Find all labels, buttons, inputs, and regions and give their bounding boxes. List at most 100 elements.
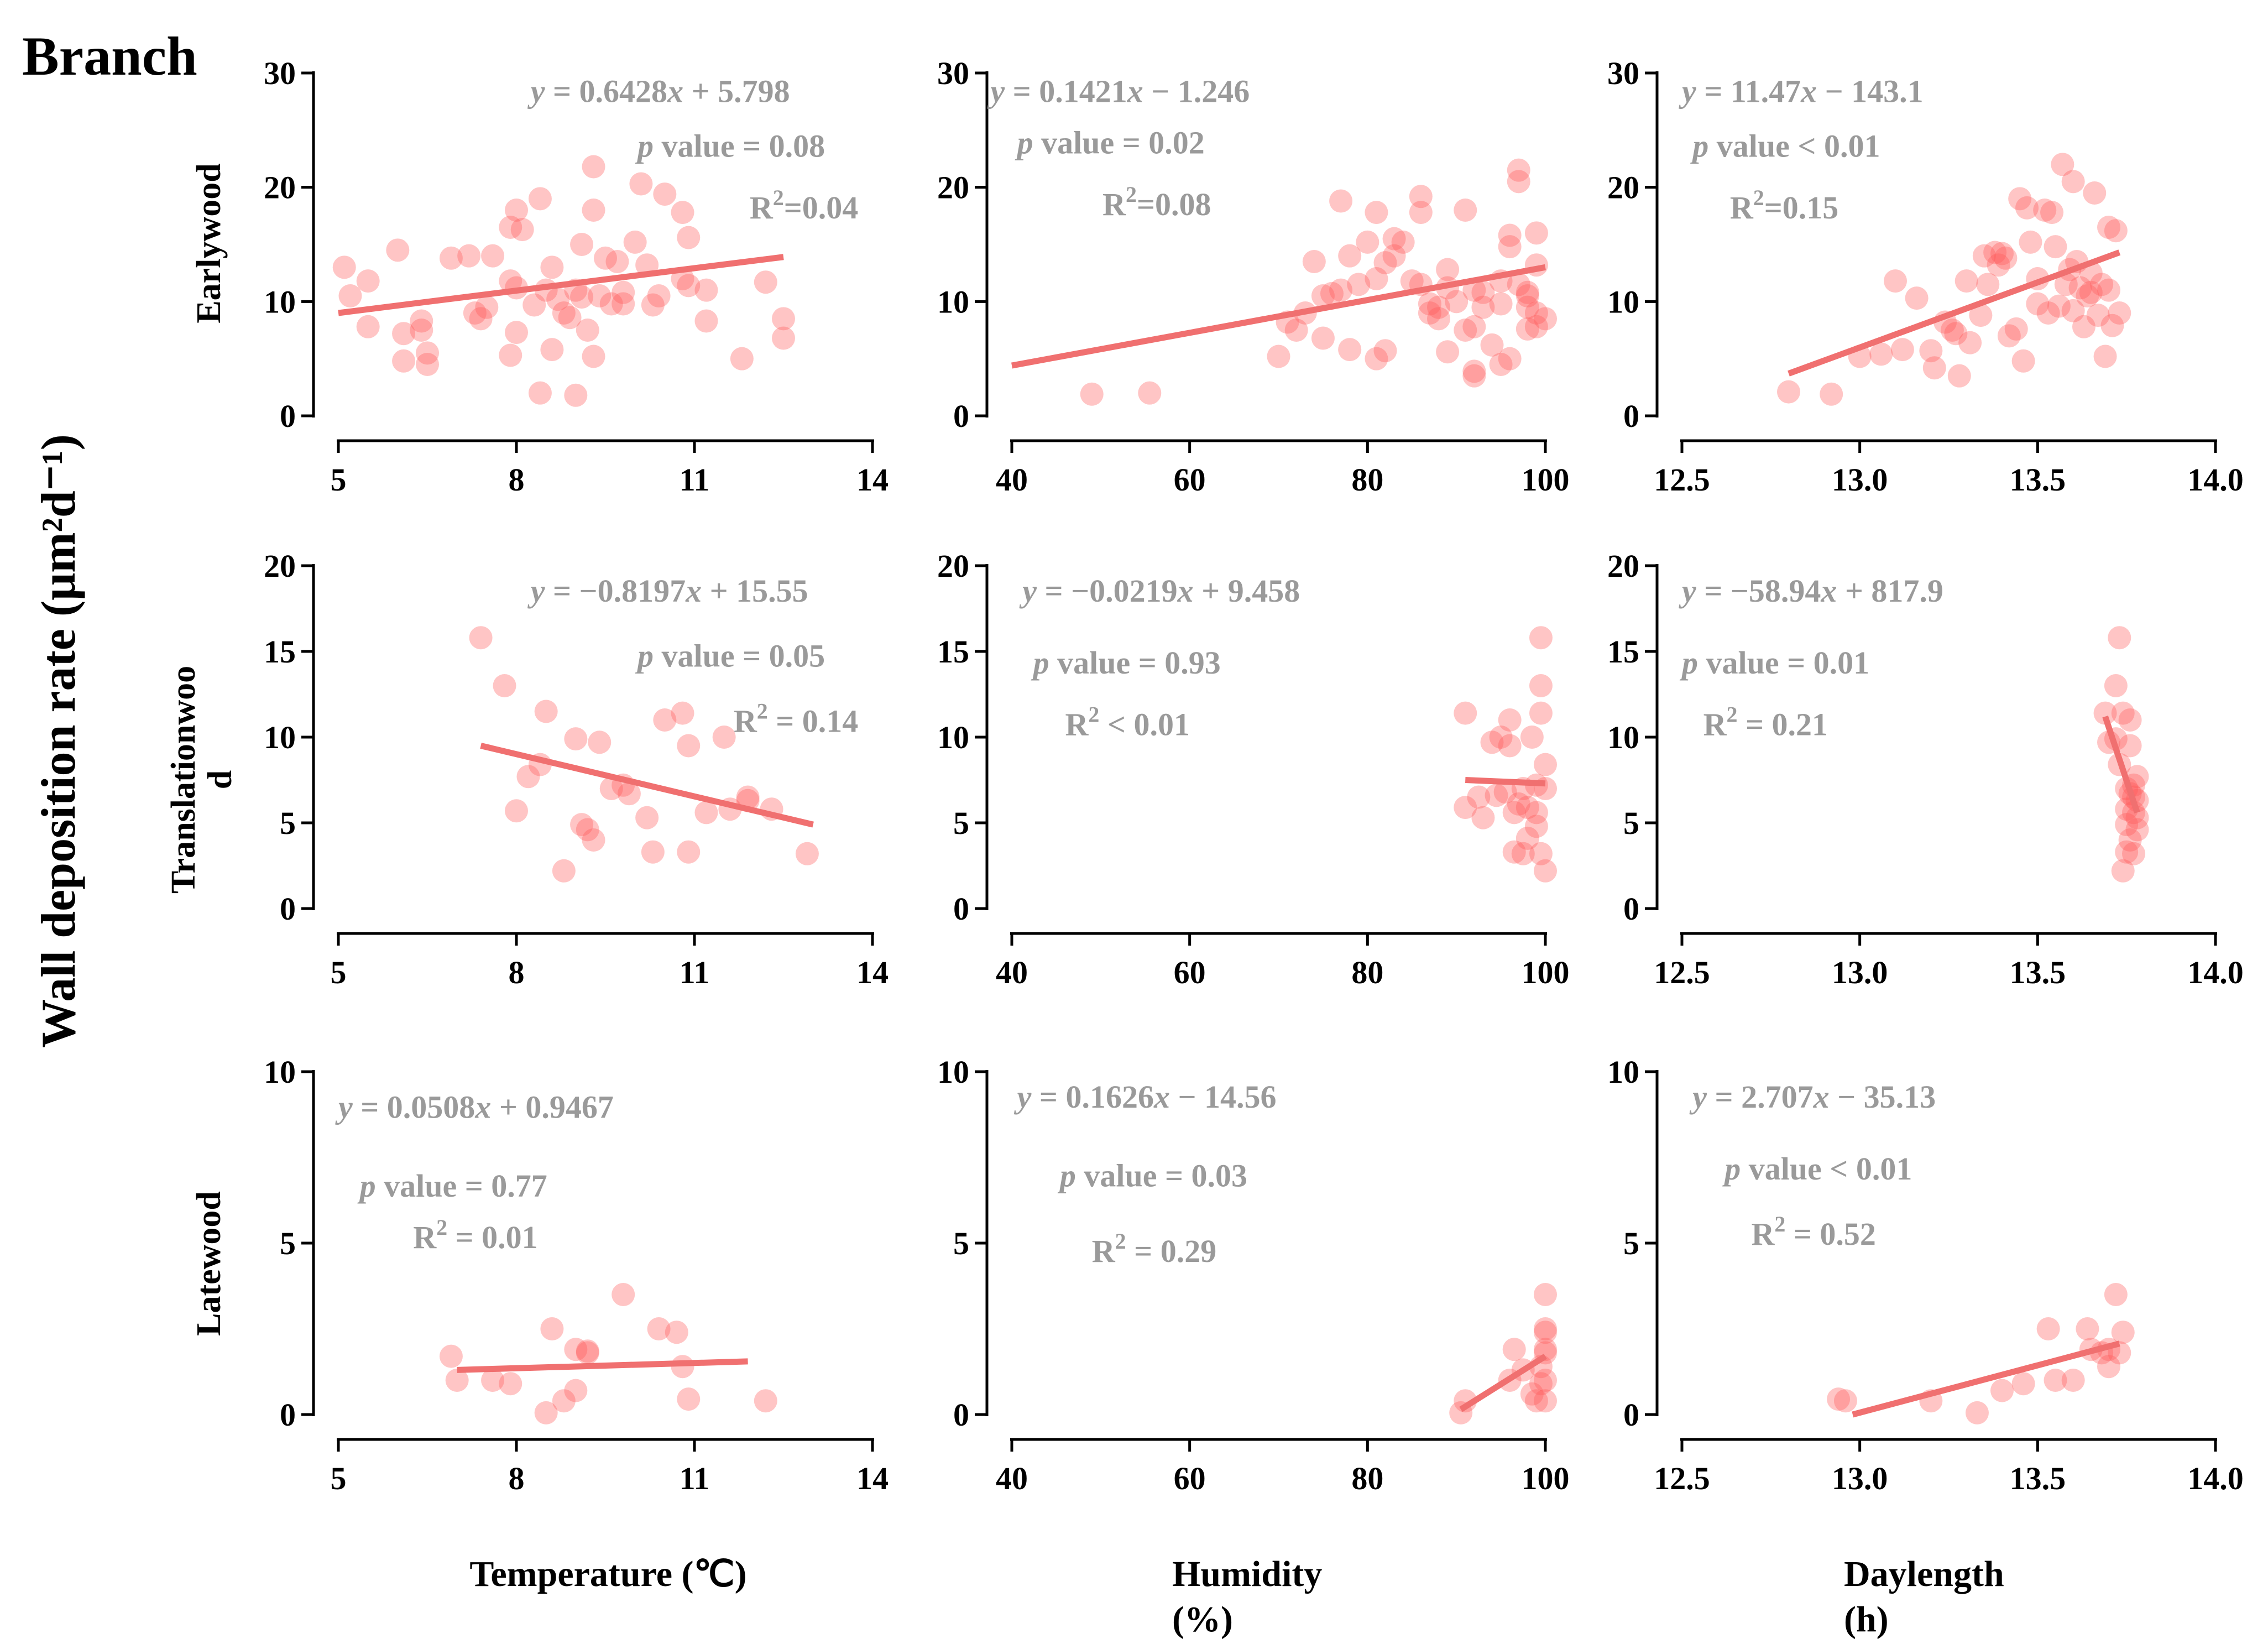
- data-point: [665, 1321, 688, 1344]
- equation-annotation-part: = 0.0508: [353, 1089, 475, 1125]
- data-point: [1534, 307, 1557, 331]
- y-tick-label: 10: [264, 719, 296, 755]
- data-point: [2008, 187, 2032, 211]
- y-tick-label: 10: [937, 719, 969, 755]
- data-point: [2019, 230, 2042, 254]
- r-squared-annotation-part: =0.04: [784, 190, 859, 226]
- fit-line: [338, 254, 784, 316]
- r-squared-annotation-part: R: [1751, 1216, 1775, 1252]
- data-point: [1524, 801, 1548, 825]
- data-point: [1382, 244, 1406, 268]
- data-point: [1777, 380, 1800, 404]
- data-point: [1524, 301, 1548, 325]
- r-squared-annotation-part: R: [1703, 707, 1727, 743]
- y-tick-label: 20: [937, 548, 969, 584]
- fit-line: [1788, 249, 2121, 377]
- data-point: [2118, 828, 2142, 852]
- data-point: [1534, 1389, 1557, 1413]
- column-title-0: Temperature (℃): [469, 1554, 746, 1594]
- data-point: [2090, 273, 2114, 296]
- r-squared-annotation-part: =0.15: [1764, 190, 1839, 226]
- data-point: [2061, 1369, 2085, 1392]
- x-tick-label: 11: [680, 954, 710, 990]
- data-point: [1997, 324, 2021, 348]
- equation-annotation-part: x: [474, 1089, 491, 1125]
- data-point: [540, 255, 564, 279]
- fit-line: [2102, 716, 2140, 814]
- equation-annotation: y = −0.8197x + 15.55: [527, 573, 808, 609]
- data-point: [1820, 382, 1843, 406]
- data-point: [1338, 338, 1362, 362]
- p-value-annotation-part: value = 0.08: [654, 128, 825, 164]
- data-point: [1507, 158, 1530, 182]
- data-point: [356, 315, 380, 338]
- p-value-annotation-part: value = 0.02: [1033, 124, 1205, 160]
- data-point: [653, 182, 677, 206]
- data-point: [1990, 242, 2014, 265]
- data-point: [570, 233, 594, 256]
- data-point: [2072, 315, 2095, 338]
- equation-annotation-part: y: [527, 73, 545, 109]
- x-tick-label: 5: [331, 462, 347, 498]
- data-point: [1958, 331, 1982, 354]
- data-point: [2125, 806, 2149, 829]
- data-point: [730, 347, 754, 370]
- data-point: [522, 293, 546, 317]
- data-point: [2104, 219, 2128, 243]
- r-squared-annotation-part: 2: [1115, 1229, 1126, 1254]
- y-tick-label: 10: [1607, 719, 1639, 755]
- fit-line: [1459, 1353, 1547, 1412]
- data-point: [612, 280, 635, 304]
- data-point: [576, 319, 599, 342]
- data-point: [1994, 246, 2018, 270]
- panel-title: Branch: [22, 25, 197, 87]
- data-point: [576, 1339, 599, 1363]
- column-title-0-line-0: Temperature (℃): [469, 1554, 746, 1594]
- column-title-1: Humidity (%): [1172, 1554, 1322, 1640]
- equation-annotation: y = 0.1626x − 14.56: [1014, 1079, 1277, 1115]
- data-point: [1493, 780, 1517, 804]
- data-point: [1827, 1387, 1851, 1411]
- data-point: [1502, 1338, 1526, 1361]
- data-point: [1480, 333, 1504, 357]
- y-tick-label: 20: [1607, 548, 1639, 584]
- panel-r0-c2: 0 10 20 30 12.5 13.0 13.5 14.0 y = 11.47x − 143.…: [1607, 55, 2244, 498]
- y-tick-label: 0: [953, 398, 969, 434]
- data-point: [1534, 1283, 1557, 1306]
- data-point: [641, 293, 665, 317]
- data-point: [499, 1372, 522, 1396]
- data-point: [2111, 701, 2135, 725]
- row-title-1-line-1: d: [201, 770, 239, 789]
- equation-annotation-part: + 15.55: [702, 573, 808, 609]
- data-point: [677, 840, 701, 864]
- y-tick-label: 30: [937, 55, 969, 91]
- data-point: [2040, 201, 2064, 225]
- data-point: [635, 806, 659, 829]
- data-point: [1471, 806, 1495, 829]
- equation-annotation: y = 11.47x − 143.1: [1679, 73, 1924, 109]
- x-tick-label: 14: [856, 462, 889, 498]
- data-point: [2125, 765, 2149, 789]
- data-point: [1919, 339, 1943, 363]
- data-point: [564, 1338, 588, 1361]
- row-title-2: Latewood: [190, 1191, 228, 1336]
- fit-line: [1011, 264, 1546, 369]
- x-tick-label: 14.0: [2187, 462, 2244, 498]
- data-point: [795, 842, 819, 865]
- data-point: [1409, 201, 1433, 225]
- y-tick-label: 10: [937, 284, 969, 320]
- p-value-annotation: p value < 0.01: [1722, 1151, 1912, 1187]
- panel-r2-c2: 0 5 10 12.5 13.0 13.5 14.0 y = 2.707x − 35.13 p …: [1607, 1054, 2244, 1496]
- data-point: [617, 782, 641, 806]
- x-tick-label: 40: [996, 1460, 1028, 1496]
- r-squared-annotation: R2 = 0.52: [1751, 1212, 1875, 1252]
- data-point: [528, 187, 552, 211]
- data-point: [1534, 753, 1557, 776]
- data-point: [1955, 269, 1978, 293]
- data-point: [754, 270, 777, 294]
- data-point: [605, 250, 629, 273]
- equation-annotation-part: x: [1813, 1079, 1830, 1115]
- x-tick-label: 5: [331, 1460, 347, 1496]
- data-point: [439, 246, 463, 270]
